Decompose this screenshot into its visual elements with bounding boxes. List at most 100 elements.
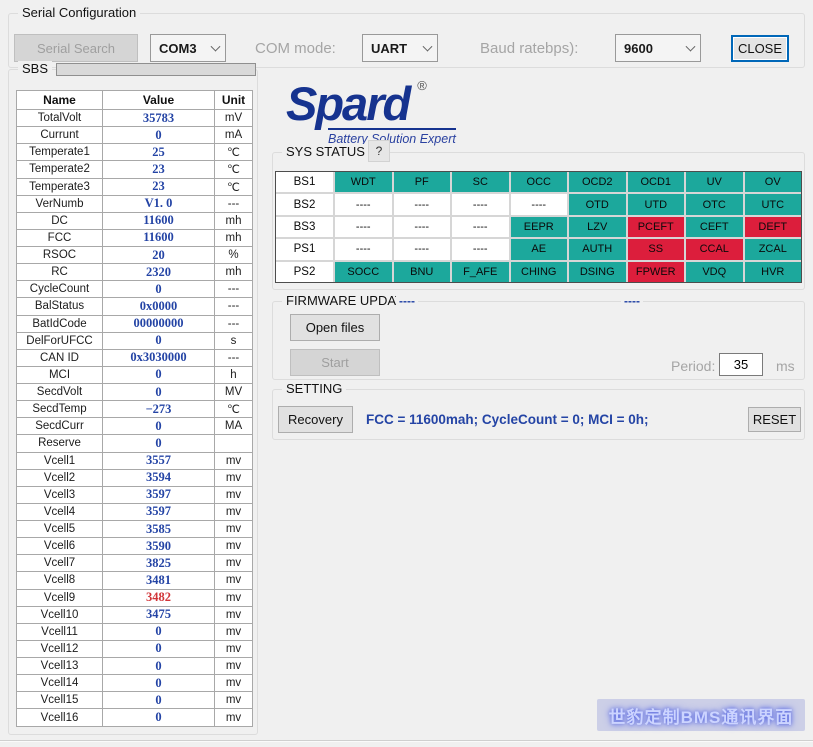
baud-rate-select[interactable]: 9600: [615, 34, 701, 62]
cell-value: 0: [102, 656, 215, 676]
status-cell: PCEFT: [627, 216, 684, 238]
status-cell: ----: [335, 194, 392, 215]
cell-value: 3597: [102, 485, 215, 504]
status-cell: ----: [452, 239, 509, 260]
sys-status-label: SYS STATUS: [282, 144, 369, 159]
serial-search-button[interactable]: Serial Search: [14, 34, 138, 62]
status-cell: CEFT: [686, 216, 743, 238]
cell-name: RC: [16, 263, 103, 282]
table-row: Vcell7 3825 mv: [16, 554, 253, 573]
table-row: TotalVolt 35783 mV: [16, 108, 253, 128]
close-button[interactable]: CLOSE: [731, 35, 789, 62]
firmware-file-info: ----: [396, 294, 418, 308]
help-button[interactable]: ?: [368, 140, 390, 162]
cell-value: 3594: [102, 468, 215, 487]
cell-value: 3481: [102, 571, 215, 590]
cell-name: Vcell2: [16, 468, 103, 487]
com-mode-select[interactable]: UART: [362, 34, 438, 62]
recovery-button[interactable]: Recovery: [278, 406, 353, 433]
status-cell: ----: [452, 194, 509, 215]
registered-trademark-icon: ®: [417, 78, 427, 93]
start-button[interactable]: Start: [290, 349, 380, 376]
cell-name: Vcell8: [16, 571, 103, 590]
com-port-value: COM3: [159, 40, 197, 56]
cell-value: 25: [102, 143, 215, 162]
com-mode-value: UART: [371, 40, 408, 56]
cell-name: TotalVolt: [16, 108, 103, 128]
cell-unit: mA: [214, 126, 253, 145]
table-row: Vcell15 0 mv: [16, 691, 253, 710]
status-cell: ----: [393, 194, 450, 215]
cell-unit: mv: [214, 537, 253, 556]
footer-divider: [0, 740, 813, 742]
serial-group-label: Serial Configuration: [18, 5, 141, 20]
cell-unit: ℃: [214, 400, 253, 419]
cell-value: 0: [102, 622, 215, 641]
open-files-button[interactable]: Open files: [290, 314, 380, 341]
cell-value: 0: [102, 708, 215, 727]
status-cell: FPWER: [627, 261, 684, 282]
cell-unit: ---: [214, 280, 253, 299]
cell-unit: mv: [214, 622, 253, 641]
cell-value: 00000000: [102, 314, 215, 333]
firmware-group-label: FIRMWARE UPDAT: [282, 293, 407, 308]
cell-name: Vcell15: [16, 691, 103, 710]
setting-group: SETTING Recovery FCC = 11600mah; CycleCo…: [272, 381, 805, 440]
cell-unit: mv: [214, 451, 253, 470]
status-row-label: BS1: [276, 172, 333, 193]
period-unit-label: ms: [776, 358, 795, 374]
table-row: SecdCurr 0 MA: [16, 417, 253, 436]
period-label: Period:: [671, 358, 716, 374]
cell-name: FCC: [16, 228, 103, 248]
status-cell: WDT: [335, 172, 392, 193]
status-cell: SC: [452, 172, 509, 193]
cell-value: 35783: [102, 108, 215, 128]
status-cell: ----: [393, 216, 450, 238]
cell-name: VerNumb: [16, 194, 103, 213]
table-row: RSOC 20%: [16, 245, 253, 265]
cell-unit: mV: [214, 108, 253, 128]
cell-name: Vcell16: [16, 708, 103, 727]
status-cell: BNU: [393, 261, 450, 282]
cell-value: 3475: [102, 605, 215, 624]
cell-value: 11600: [102, 211, 215, 230]
period-input[interactable]: [719, 353, 763, 376]
status-cell: UTC: [744, 194, 801, 215]
table-row: Vcell1 3557 mv: [16, 451, 253, 470]
column-header-unit: Unit: [214, 90, 253, 110]
setting-group-label: SETTING: [282, 381, 347, 396]
com-port-select[interactable]: COM3: [150, 34, 226, 62]
status-cell: EEPR: [510, 216, 567, 238]
table-row: VerNumb V1. 0 ---: [16, 194, 253, 213]
chevron-down-icon: [685, 41, 696, 52]
table-row: Vcell5 3585 mv: [16, 519, 253, 539]
cell-name: Vcell9: [16, 588, 103, 607]
cell-unit: ---: [214, 348, 253, 367]
logo-tagline: Battery Solution Expert: [328, 128, 456, 146]
status-cell: OCD1: [627, 172, 684, 193]
table-row: Vcell12 0 mv: [16, 639, 253, 659]
table-row: RC 2320 mh: [16, 263, 253, 282]
cell-name: RSOC: [16, 245, 103, 265]
table-row: SecdTemp −273 ℃: [16, 400, 253, 419]
cell-name: Vcell11: [16, 622, 103, 641]
status-cell: OTC: [686, 194, 743, 215]
reset-button[interactable]: RESET: [748, 407, 801, 432]
chevron-down-icon: [422, 41, 433, 52]
cell-unit: ---: [214, 194, 253, 213]
cell-unit: [214, 434, 253, 453]
table-row: Temperate2 23 ℃: [16, 160, 253, 179]
table-row: Temperate3 23 ℃: [16, 177, 253, 196]
status-cell: F_AFE: [452, 261, 509, 282]
cell-value: 20: [102, 245, 215, 265]
baud-rate-label: Baud ratebps):: [480, 40, 579, 57]
cell-value: 0: [102, 674, 215, 693]
cell-unit: ---: [214, 297, 253, 316]
status-cell: DEFT: [744, 216, 801, 238]
cell-name: Vcell4: [16, 502, 103, 522]
cell-unit: mv: [214, 605, 253, 624]
cell-value: 23: [102, 160, 215, 179]
firmware-file-size-info: ----: [621, 294, 643, 308]
cell-value: 0: [102, 126, 215, 145]
table-row: Currunt 0 mA: [16, 126, 253, 145]
